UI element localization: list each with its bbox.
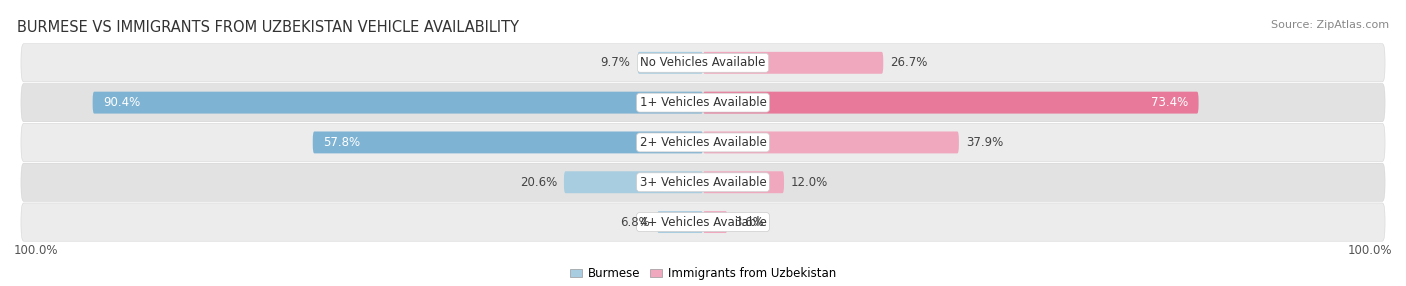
Text: 3.6%: 3.6% — [734, 216, 763, 229]
Text: 3+ Vehicles Available: 3+ Vehicles Available — [640, 176, 766, 189]
Text: 26.7%: 26.7% — [890, 56, 928, 69]
FancyBboxPatch shape — [564, 171, 703, 193]
Text: 1+ Vehicles Available: 1+ Vehicles Available — [640, 96, 766, 109]
Text: 9.7%: 9.7% — [600, 56, 631, 69]
FancyBboxPatch shape — [703, 52, 883, 74]
FancyBboxPatch shape — [93, 92, 703, 114]
FancyBboxPatch shape — [657, 211, 703, 233]
Text: BURMESE VS IMMIGRANTS FROM UZBEKISTAN VEHICLE AVAILABILITY: BURMESE VS IMMIGRANTS FROM UZBEKISTAN VE… — [17, 20, 519, 35]
FancyBboxPatch shape — [637, 52, 703, 74]
Legend: Burmese, Immigrants from Uzbekistan: Burmese, Immigrants from Uzbekistan — [565, 262, 841, 285]
Text: 2+ Vehicles Available: 2+ Vehicles Available — [640, 136, 766, 149]
FancyBboxPatch shape — [21, 123, 1385, 162]
Text: 90.4%: 90.4% — [103, 96, 141, 109]
FancyBboxPatch shape — [703, 92, 1198, 114]
FancyBboxPatch shape — [312, 132, 703, 153]
FancyBboxPatch shape — [21, 84, 1385, 122]
Text: 57.8%: 57.8% — [323, 136, 360, 149]
FancyBboxPatch shape — [703, 211, 727, 233]
Text: 100.0%: 100.0% — [14, 244, 59, 257]
Text: 12.0%: 12.0% — [792, 176, 828, 189]
Text: 37.9%: 37.9% — [966, 136, 1002, 149]
FancyBboxPatch shape — [703, 132, 959, 153]
Text: 100.0%: 100.0% — [1347, 244, 1392, 257]
Text: No Vehicles Available: No Vehicles Available — [640, 56, 766, 69]
FancyBboxPatch shape — [21, 163, 1385, 201]
Text: Source: ZipAtlas.com: Source: ZipAtlas.com — [1271, 20, 1389, 30]
FancyBboxPatch shape — [21, 44, 1385, 82]
FancyBboxPatch shape — [703, 171, 785, 193]
FancyBboxPatch shape — [21, 203, 1385, 241]
Text: 20.6%: 20.6% — [520, 176, 557, 189]
Text: 6.8%: 6.8% — [620, 216, 650, 229]
Text: 4+ Vehicles Available: 4+ Vehicles Available — [640, 216, 766, 229]
Text: 73.4%: 73.4% — [1152, 96, 1188, 109]
